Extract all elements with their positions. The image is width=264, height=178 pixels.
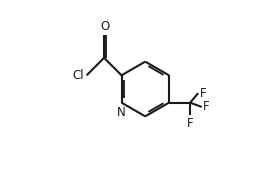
Text: F: F	[187, 117, 194, 130]
Text: N: N	[117, 106, 126, 119]
Text: O: O	[101, 20, 110, 33]
Text: F: F	[203, 100, 210, 113]
Text: F: F	[200, 87, 206, 100]
Text: Cl: Cl	[73, 69, 84, 82]
